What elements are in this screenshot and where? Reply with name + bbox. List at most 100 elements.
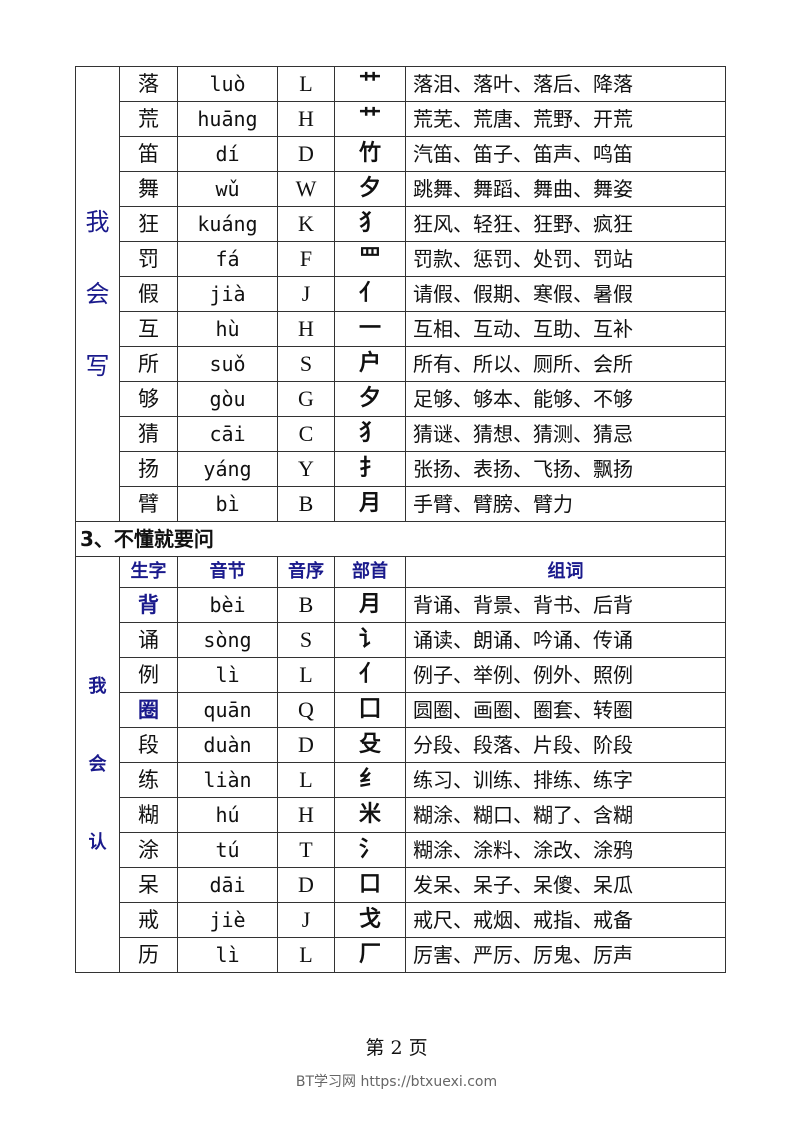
- character: 扬: [119, 451, 178, 487]
- word-group: 分段、段落、片段、阶段: [405, 727, 726, 763]
- pinyin: suǒ: [177, 346, 278, 382]
- word-group: 例子、举例、例外、照例: [405, 657, 726, 693]
- phonetic-order: L: [277, 762, 335, 798]
- pinyin: hù: [177, 311, 278, 347]
- pinyin: bì: [177, 486, 278, 522]
- pinyin: yáng: [177, 451, 278, 487]
- character: 练: [119, 762, 178, 798]
- word-group: 糊涂、涂料、涂改、涂鸦: [405, 832, 726, 868]
- pinyin: cāi: [177, 416, 278, 452]
- table-row: 狂 kuáng K 犭狂风、轻狂、狂野、疯狂: [76, 206, 726, 242]
- character-table: 我会写落 luò L 艹落泪、落叶、落后、降落荒 huāng H 艹荒芜、荒唐、荒野、开荒笛…: [75, 66, 726, 973]
- radical: 艹: [334, 66, 406, 102]
- table-row: 互 hù H 一互相、互动、互助、互补: [76, 311, 726, 347]
- pinyin: jià: [177, 276, 278, 312]
- phonetic-order: K: [277, 206, 335, 242]
- radical: 罒: [334, 241, 406, 277]
- character: 互: [119, 311, 178, 347]
- table-row: 圈 quān Q 囗圆圈、画圈、圈套、转圈: [76, 692, 726, 728]
- table-row: 够 gòu G 夕足够、够本、能够、不够: [76, 381, 726, 417]
- table-row: 臂 bì B 月手臂、臂膀、臂力: [76, 486, 726, 522]
- table-row: 舞 wǔ W 夕跳舞、舞蹈、舞曲、舞姿: [76, 171, 726, 207]
- phonetic-order: L: [277, 657, 335, 693]
- section-label-char: 写: [85, 352, 110, 380]
- table-row: 糊 hú H 米糊涂、糊口、糊了、含糊: [76, 797, 726, 833]
- word-group: 所有、所以、厕所、会所: [405, 346, 726, 382]
- pinyin: luò: [177, 66, 278, 102]
- word-group: 发呆、呆子、呆傻、呆瓜: [405, 867, 726, 903]
- word-group: 张扬、表扬、飞扬、飘扬: [405, 451, 726, 487]
- phonetic-order: T: [277, 832, 335, 868]
- table-row: 涂 tú T 氵糊涂、涂料、涂改、涂鸦: [76, 832, 726, 868]
- table-row: 假 jià J 亻请假、假期、寒假、暑假: [76, 276, 726, 312]
- radical: 亻: [334, 657, 406, 693]
- character: 糊: [119, 797, 178, 833]
- label-gap: [77, 306, 119, 354]
- phonetic-order: C: [277, 416, 335, 452]
- word-group: 跳舞、舞蹈、舞曲、舞姿: [405, 171, 726, 207]
- word-group: 落泪、落叶、落后、降落: [405, 66, 726, 102]
- phonetic-order: L: [277, 937, 335, 973]
- section-label-char: 会: [85, 280, 110, 308]
- table-row: 戒 jiè J 戈戒尺、戒烟、戒指、戒备: [76, 902, 726, 938]
- phonetic-order: B: [277, 587, 335, 623]
- pinyin: liàn: [177, 762, 278, 798]
- pinyin: huāng: [177, 101, 278, 137]
- table-row: 例 lì L 亻例子、举例、例外、照例: [76, 657, 726, 693]
- phonetic-order: H: [277, 311, 335, 347]
- phonetic-order: L: [277, 66, 335, 102]
- phonetic-order: S: [277, 622, 335, 658]
- word-group: 荒芜、荒唐、荒野、开荒: [405, 101, 726, 137]
- character: 假: [119, 276, 178, 312]
- word-group: 练习、训练、排练、练字: [405, 762, 726, 798]
- phonetic-order: Q: [277, 692, 335, 728]
- table-row: 荒 huāng H 艹荒芜、荒唐、荒野、开荒: [76, 101, 726, 137]
- section-label-char: 我: [88, 675, 107, 697]
- radical: 戈: [334, 902, 406, 938]
- column-header: 部首: [334, 556, 406, 588]
- word-group: 手臂、臂膀、臂力: [405, 486, 726, 522]
- phonetic-order: D: [277, 867, 335, 903]
- radical: 扌: [334, 451, 406, 487]
- pinyin: wǔ: [177, 171, 278, 207]
- radical: 竹: [334, 136, 406, 172]
- radical: 纟: [334, 762, 406, 798]
- column-header: 音节: [177, 556, 278, 588]
- radical: 艹: [334, 101, 406, 137]
- header-row: 我会认生字 音节 音序 部首 组词: [75, 556, 726, 973]
- table-row: 扬 yáng Y 扌张扬、表扬、飞扬、飘扬: [76, 451, 726, 487]
- phonetic-order: F: [277, 241, 335, 277]
- character: 够: [119, 381, 178, 417]
- site-watermark: BT学习网 https://btxuexi.com: [295, 1074, 498, 1090]
- phonetic-order: B: [277, 486, 335, 522]
- pinyin: bèi: [177, 587, 278, 623]
- character: 猜: [119, 416, 178, 452]
- pinyin: dí: [177, 136, 278, 172]
- character: 罚: [119, 241, 178, 277]
- table-row: 所 suǒ S 户所有、所以、厕所、会所: [76, 346, 726, 382]
- section-label-char: 认: [88, 831, 107, 853]
- pinyin: tú: [177, 832, 278, 868]
- section-label: 我会认: [75, 556, 120, 973]
- word-group: 足够、够本、能够、不够: [405, 381, 726, 417]
- label-gap: [77, 702, 119, 750]
- radical: 月: [334, 587, 406, 623]
- character: 例: [119, 657, 178, 693]
- character: 笛: [119, 136, 178, 172]
- character: 狂: [119, 206, 178, 242]
- radical: 一: [334, 311, 406, 347]
- table-row: 猜 cāi C 犭猜谜、猜想、猜测、猜忌: [76, 416, 726, 452]
- table-row: 笛 dí D 竹汽笛、笛子、笛声、鸣笛: [76, 136, 726, 172]
- page-number: 第 2 页: [365, 1037, 428, 1059]
- word-group: 互相、互动、互助、互补: [405, 311, 726, 347]
- phonetic-order: S: [277, 346, 335, 382]
- character: 段: [119, 727, 178, 763]
- table-row: 我会写落 luò L 艹落泪、落叶、落后、降落: [75, 66, 726, 522]
- table-row: 背 bèi B 月背诵、背景、背书、后背: [76, 587, 726, 623]
- phonetic-order: J: [277, 902, 335, 938]
- pinyin: sòng: [177, 622, 278, 658]
- table-row: 练 liàn L 纟练习、训练、排练、练字: [76, 762, 726, 798]
- section-label-char: 我: [85, 208, 110, 236]
- pinyin: fá: [177, 241, 278, 277]
- section-title: 3、不懂就要问: [75, 521, 726, 557]
